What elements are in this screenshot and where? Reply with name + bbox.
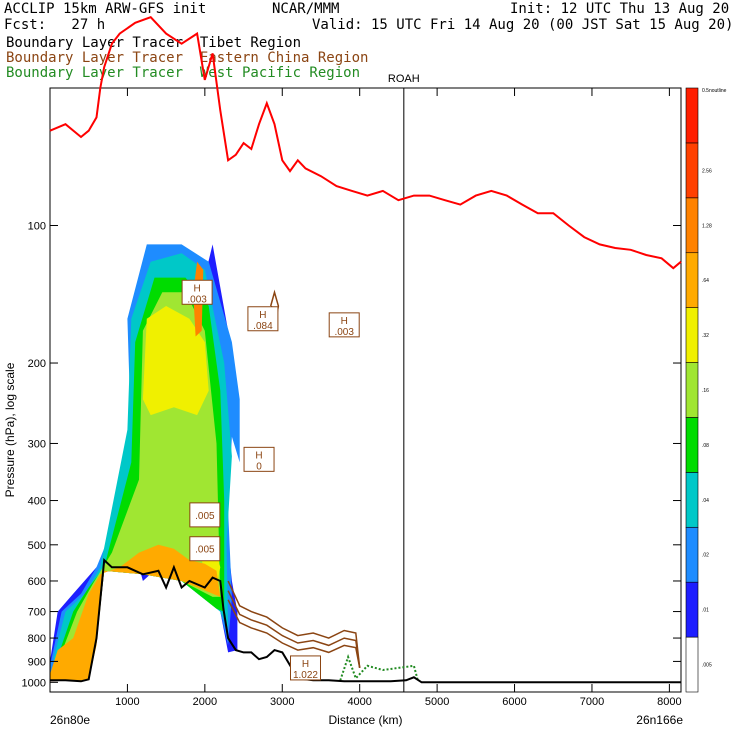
- y-tick-label: 200: [28, 358, 46, 370]
- right-end-label: 26n166e: [636, 713, 683, 727]
- h-label-box: [328, 312, 360, 338]
- colorbar-label: .32: [702, 333, 709, 339]
- colorbar-label: .04: [702, 498, 709, 504]
- x-tick-label: 5000: [425, 696, 449, 708]
- h-label-text: H: [255, 450, 262, 461]
- west-pacific-contour: [339, 653, 419, 681]
- colorbar-segment: [685, 307, 699, 363]
- colorbar-label: .01: [702, 608, 709, 614]
- colorbar-segment: [685, 526, 699, 583]
- x-axis-label: Distance (km): [328, 713, 402, 727]
- y-tick-label: 900: [28, 656, 46, 668]
- h-label-box: [243, 446, 275, 472]
- legend-west-pacific: Boundary Layer Tracer West Pacific Regio…: [6, 65, 361, 81]
- colorbar-segment: [685, 417, 699, 473]
- y-tick-label: 800: [28, 633, 46, 645]
- colorbar-label: 2.56: [702, 168, 712, 174]
- header-init: Init: 12 UTC Thu 13 Aug 20: [510, 1, 730, 17]
- h-label-value: 1.022: [293, 670, 318, 681]
- colorbar-label: .02: [702, 553, 709, 559]
- colorbar-segment: [685, 252, 699, 308]
- y-tick-label: 600: [28, 576, 46, 588]
- h-label-value: 0: [256, 461, 262, 472]
- h-label-value: .005: [195, 545, 215, 556]
- roah-marker-label: ROAH: [388, 73, 420, 85]
- x-tick-label: 3000: [270, 696, 294, 708]
- eastern-china-contour: [227, 580, 361, 668]
- colorbar-top-label: 0.5noutline: [702, 88, 727, 94]
- h-label-text: H: [193, 283, 200, 294]
- colorbar-label: .64: [702, 278, 709, 284]
- left-end-label: 26n80e: [50, 713, 90, 727]
- y-tick-label: 1000: [22, 677, 46, 689]
- y-axis-label: Pressure (hPa), log scale: [3, 362, 17, 497]
- legend-tibet: Boundary Layer Tracer Tibet Region: [6, 35, 302, 51]
- header-fcst: Fcst: 27 h: [4, 17, 106, 33]
- colorbar-segment: [685, 472, 699, 528]
- h-label-value: .003: [334, 327, 354, 338]
- header-valid: Valid: 15 UTC Fri 14 Aug 20 (00 JST Sat …: [312, 17, 734, 33]
- colorbar-segment: [685, 197, 699, 254]
- colorbar-label: .08: [702, 443, 709, 449]
- y-tick-label: 300: [28, 438, 46, 450]
- x-tick-label: 7000: [580, 696, 604, 708]
- h-label-value: .084: [253, 321, 273, 332]
- x-tick-label: 1000: [115, 696, 139, 708]
- eastern-china-contour: [227, 599, 361, 669]
- tropopause-line: [49, 16, 682, 270]
- x-tick-label: 6000: [502, 696, 526, 708]
- x-tick-label: 8000: [657, 696, 681, 708]
- h-label-value: .003: [187, 294, 207, 305]
- terrain-line: [50, 557, 681, 684]
- h-label-box: [289, 655, 321, 681]
- h-label-box: [247, 306, 279, 332]
- h-label-value: .005: [195, 511, 215, 522]
- h-label-box: [189, 502, 221, 528]
- colorbar-segment: [685, 362, 699, 418]
- header-org: NCAR/MMM: [272, 1, 340, 17]
- h-label-box: [181, 279, 213, 305]
- y-tick-label: 400: [28, 496, 46, 508]
- h-label-text: H: [259, 310, 266, 321]
- colorbar-label: 1.28: [702, 223, 712, 229]
- colorbar-segment: [685, 581, 699, 638]
- h-label-text: H: [341, 316, 348, 327]
- plot-frame: [49, 87, 682, 693]
- colorbar-segment: [685, 87, 699, 144]
- h-label-text: H: [302, 659, 309, 670]
- header-model: ACCLIP 15km ARW-GFS init: [4, 1, 207, 17]
- h-label-box: [189, 536, 221, 562]
- y-tick-label: 500: [28, 540, 46, 552]
- y-tick-label: 100: [28, 221, 46, 233]
- eastern-china-contour: [227, 590, 361, 669]
- colorbar-segment: [685, 142, 699, 199]
- colorbar-label: .16: [702, 388, 709, 394]
- colorbar-label: .005: [702, 663, 712, 669]
- x-tick-label: 2000: [193, 696, 217, 708]
- colorbar-segment: [685, 636, 699, 693]
- x-tick-label: 4000: [347, 696, 371, 708]
- y-tick-label: 700: [28, 607, 46, 619]
- tracer-contour-0.32: [142, 306, 209, 416]
